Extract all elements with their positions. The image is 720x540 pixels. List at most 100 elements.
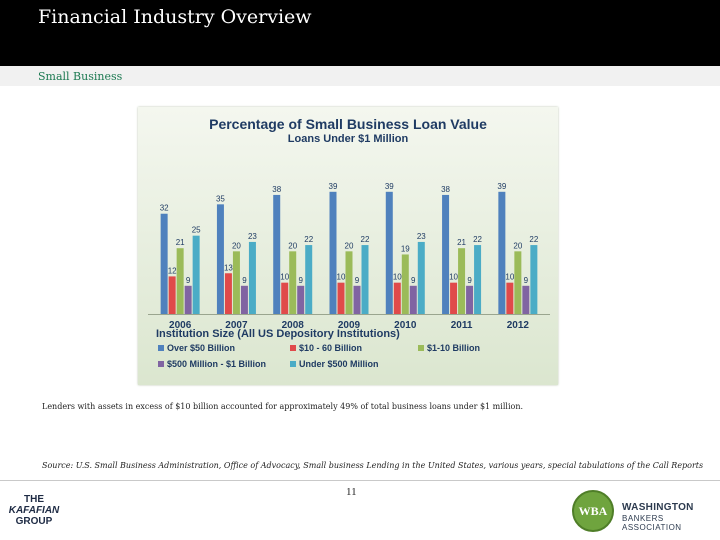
data-label-2010-series-1: 39 <box>385 182 394 191</box>
data-label-2012-series-4: 9 <box>524 276 529 285</box>
data-label-2010-series-3: 19 <box>401 244 410 253</box>
x-tick-label-2007: 2007 <box>225 320 248 331</box>
source-citation: Source: U.S. Small Business Administrati… <box>42 461 704 470</box>
bar-2011-series-3 <box>458 248 466 314</box>
bar-2008-series-1 <box>273 194 281 314</box>
data-label-2007-series-4: 9 <box>242 276 247 285</box>
section-subtitle: Small Business <box>38 70 123 83</box>
legend-label-2: $10 - 60 Billion <box>299 343 362 353</box>
data-label-2010-series-2: 10 <box>393 273 402 282</box>
x-tick-label-2010: 2010 <box>394 320 417 331</box>
legend-label-5: Under $500 Million <box>299 359 379 369</box>
chart-note: Lenders with assets in excess of $10 bil… <box>42 402 524 411</box>
data-label-2011-series-2: 10 <box>449 273 458 282</box>
data-label-2008-series-2: 10 <box>280 273 289 282</box>
data-label-2008-series-3: 20 <box>288 241 297 250</box>
data-label-2012-series-1: 39 <box>497 182 506 191</box>
bar-2008-series-4 <box>297 285 305 314</box>
legend-swatch-1 <box>158 345 164 351</box>
data-label-2009-series-4: 9 <box>355 276 360 285</box>
data-label-2008-series-5: 22 <box>304 235 313 244</box>
wba-name-line-1: WASHINGTON <box>622 502 694 513</box>
wba-name-line-2: BANKERS ASSOCIATION <box>622 514 682 532</box>
x-tick-label-2009: 2009 <box>338 320 361 331</box>
data-label-2012-series-3: 20 <box>513 241 522 250</box>
bar-2009-series-2 <box>337 282 345 314</box>
wba-badge: WBA <box>572 490 614 532</box>
bar-2009-series-5 <box>361 245 369 314</box>
wba-logo: WBA WASHINGTON BANKERS ASSOCIATION <box>572 490 718 532</box>
bar-2009-series-4 <box>353 285 361 314</box>
bar-2007-series-3 <box>232 251 240 314</box>
logo-line-1: THE <box>24 494 44 505</box>
legend-title: Institution Size (All US Depository Inst… <box>156 328 400 340</box>
data-label-2007-series-3: 20 <box>232 241 241 250</box>
title-bar: Financial Industry Overview <box>0 0 720 66</box>
bar-2008-series-5 <box>305 245 313 314</box>
bar-2012-series-2 <box>506 282 514 314</box>
footer-divider <box>0 480 720 481</box>
data-label-2006-series-2: 12 <box>168 266 177 275</box>
bar-2007-series-5 <box>248 241 256 314</box>
bar-2010-series-3 <box>401 254 409 314</box>
legend-swatch-4 <box>158 361 164 367</box>
legend-label-3: $1-10 Billion <box>427 343 480 353</box>
data-label-2006-series-3: 21 <box>176 238 185 247</box>
bar-2006-series-3 <box>176 248 184 314</box>
subtitle-band: Small Business <box>0 66 720 86</box>
data-label-2008-series-4: 9 <box>298 276 303 285</box>
bar-2007-series-2 <box>224 273 232 314</box>
bar-2006-series-5 <box>192 235 200 314</box>
chart-title: Percentage of Small Business Loan Value <box>209 116 487 132</box>
data-label-2007-series-5: 23 <box>248 232 257 241</box>
page-number: 11 <box>346 486 357 498</box>
data-label-2010-series-4: 9 <box>411 276 416 285</box>
data-label-2006-series-5: 25 <box>192 226 201 235</box>
bar-2010-series-5 <box>417 241 425 314</box>
bar-2010-series-1 <box>385 191 393 314</box>
data-label-2006-series-1: 32 <box>160 204 169 213</box>
legend-swatch-5 <box>290 361 296 367</box>
chart-panel: Percentage of Small Business Loan Value … <box>138 107 558 385</box>
bar-2006-series-2 <box>168 276 176 314</box>
legend-swatch-2 <box>290 345 296 351</box>
data-label-2011-series-1: 38 <box>441 185 450 194</box>
bar-2007-series-1 <box>216 204 224 314</box>
bar-2007-series-4 <box>240 285 248 314</box>
data-label-2006-series-4: 9 <box>186 276 191 285</box>
data-label-2011-series-3: 21 <box>457 238 466 247</box>
kafafian-group-logo: THE KAFAFIAN GROUP <box>4 494 64 540</box>
data-label-2011-series-4: 9 <box>467 276 472 285</box>
x-tick-label-2006: 2006 <box>169 320 192 331</box>
bar-2011-series-4 <box>466 285 474 314</box>
logo-line-3: GROUP <box>15 516 53 527</box>
bar-2009-series-3 <box>345 251 353 314</box>
data-label-2007-series-1: 35 <box>216 194 225 203</box>
x-tick-label-2008: 2008 <box>282 320 305 331</box>
data-label-2008-series-1: 38 <box>272 185 281 194</box>
bar-2008-series-2 <box>281 282 289 314</box>
data-label-2009-series-1: 39 <box>329 182 338 191</box>
bar-2012-series-5 <box>530 245 538 314</box>
bar-2009-series-1 <box>329 191 337 314</box>
data-label-2009-series-3: 20 <box>345 241 354 250</box>
data-label-2009-series-2: 10 <box>337 273 346 282</box>
bar-2006-series-4 <box>184 285 192 314</box>
bar-2011-series-5 <box>474 245 482 314</box>
data-label-2007-series-2: 13 <box>224 263 233 272</box>
bar-2012-series-3 <box>514 251 522 314</box>
page-title: Financial Industry Overview <box>38 6 312 28</box>
x-tick-label-2011: 2011 <box>451 320 473 331</box>
legend-swatch-3 <box>418 345 424 351</box>
bar-2010-series-4 <box>409 285 417 314</box>
chart-subtitle: Loans Under $1 Million <box>287 133 409 145</box>
legend-label-1: Over $50 Billion <box>167 343 235 353</box>
data-label-2012-series-5: 22 <box>529 235 538 244</box>
data-label-2011-series-5: 22 <box>473 235 482 244</box>
bar-2010-series-2 <box>393 282 401 314</box>
bar-2012-series-1 <box>498 191 506 314</box>
data-label-2009-series-5: 22 <box>361 235 370 244</box>
data-label-2012-series-2: 10 <box>505 273 514 282</box>
logo-line-2: KAFAFIAN <box>8 505 60 516</box>
bar-2008-series-3 <box>289 251 297 314</box>
